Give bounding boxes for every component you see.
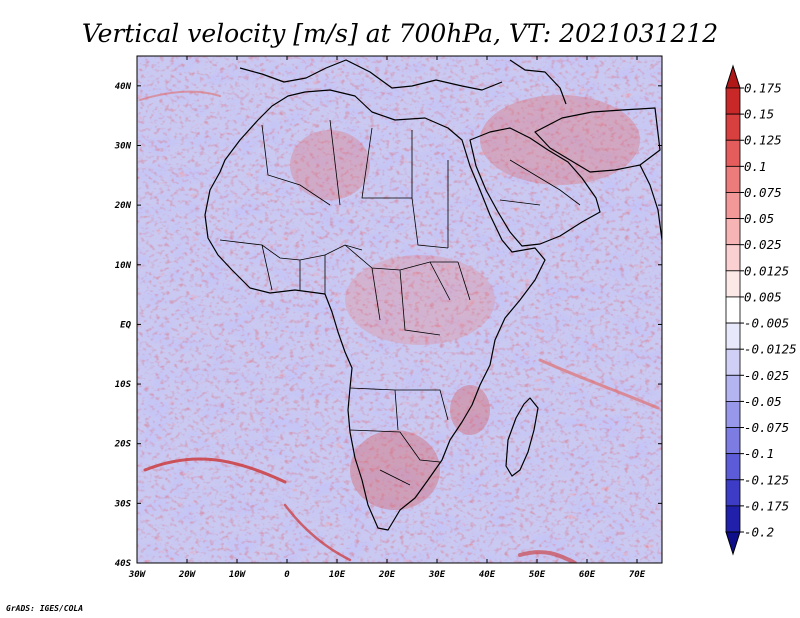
colorbar-level-label: -0.005 <box>744 316 789 331</box>
iran-coastline <box>534 107 661 173</box>
colorbar-swatch <box>725 113 741 141</box>
lon-axis: 30W 20W 10W 0 10E 20E 30E 40E 50E 60E 70E <box>128 56 646 580</box>
country-borders <box>219 119 581 486</box>
colorbar-swatch <box>725 322 741 350</box>
lat-tick-label: 40S <box>115 559 132 569</box>
madagascar-coastline <box>505 397 539 477</box>
colorbar-swatch <box>725 427 741 455</box>
colorbar-max-arrow <box>725 64 741 89</box>
lon-tick-label: 50E <box>529 570 546 580</box>
colorbar-swatch <box>725 87 741 115</box>
lat-axis: 40N 30N 20N 10N EQ 10S 20S 30S 40S <box>114 82 662 569</box>
colorbar-level-label: -0.0125 <box>744 342 797 357</box>
lon-tick-label: 40E <box>479 570 496 580</box>
india-coastline <box>639 164 662 241</box>
map-frame <box>136 55 663 564</box>
colorbar-swatch <box>725 139 741 167</box>
map-title: Vertical velocity [m/s] at 700hPa, VT: 2… <box>82 19 718 48</box>
colorbar-swatch <box>725 453 741 481</box>
frontal-band-south-atlantic <box>143 457 287 484</box>
colorbar-swatch <box>725 296 741 324</box>
frontal-band-north-atlantic <box>139 90 221 101</box>
field-texture-fine <box>137 56 662 563</box>
frontal-band-indian-ocean <box>538 358 660 410</box>
border-southern-africa <box>349 387 449 486</box>
colorbar-level-label: 0.175 <box>744 81 782 96</box>
colorbar-level-label: 0.025 <box>744 237 782 252</box>
colorbar-level-label: -0.075 <box>744 420 789 435</box>
lon-tick-label: 30W <box>128 570 147 580</box>
colorbar-level-label: 0.1 <box>744 159 767 174</box>
lat-tick-label: 20N <box>114 201 132 211</box>
lon-tick-label: 60E <box>579 570 596 580</box>
colorbar-swatch <box>725 401 741 428</box>
lon-tick-label: 0 <box>284 570 290 580</box>
frontal-band-southwest-corner <box>283 503 352 562</box>
black-caspian-shore <box>509 59 567 105</box>
colorbar-level-label: -0.125 <box>744 472 789 487</box>
lat-tick-label: 10S <box>115 380 132 390</box>
border-west-africa <box>219 239 363 295</box>
border-central-africa <box>344 244 471 336</box>
lon-tick-label: 10W <box>229 570 247 580</box>
colorbar-level-label: -0.2 <box>744 525 774 540</box>
lon-tick-label: 10E <box>329 570 346 580</box>
colorbar-swatch <box>725 374 741 402</box>
colorbar-swatch <box>725 192 741 219</box>
border-arabia <box>499 159 581 206</box>
colorbar-swatch <box>725 218 741 246</box>
lon-tick-label: 20E <box>378 570 396 580</box>
colorbar-level-label: -0.05 <box>744 394 782 409</box>
colorbar-swatch <box>725 348 741 376</box>
colorbar-swatch <box>725 505 741 533</box>
coastlines-borders <box>204 59 662 531</box>
mediterranean-north-shore <box>239 59 503 91</box>
lat-tick-label: 30N <box>114 141 132 151</box>
lat-tick-label: 30S <box>114 499 132 509</box>
ascent-bands <box>139 90 660 563</box>
lat-tick-label: 20S <box>114 440 132 450</box>
lon-tick-label: 70E <box>629 570 646 580</box>
colorbar-swatch <box>725 244 741 272</box>
lon-tick-label: 20W <box>178 570 197 580</box>
colorbar-level-label: -0.175 <box>744 498 789 513</box>
colorbar-swatch <box>725 165 741 193</box>
africa-coastline <box>204 89 546 531</box>
arabia-coastline <box>469 127 601 247</box>
colorbar-level-label: 0.075 <box>744 185 782 200</box>
colorbar-level-label: 0.125 <box>744 133 782 148</box>
colorbar-swatch <box>725 270 741 298</box>
colorbar: 0.175 0.15 0.125 0.1 0.075 0.05 0.025 0.0125 0.0… <box>725 64 797 556</box>
colorbar-level-label: 0.15 <box>744 107 774 122</box>
lat-tick-label: EQ <box>120 320 131 330</box>
colorbar-level-label: 0.05 <box>744 211 774 226</box>
colorbar-level-label: -0.025 <box>744 368 789 383</box>
colorbar-level-label: 0.005 <box>744 289 782 304</box>
colorbar-level-label: 0.0125 <box>744 263 789 278</box>
map-plot-area <box>137 56 662 563</box>
border-north-africa <box>261 119 449 249</box>
frontal-band-southeast-corner <box>518 550 577 563</box>
colorbar-min-arrow <box>725 531 741 556</box>
lat-tick-label: 10N <box>115 261 132 271</box>
grads-credit: GrADS: IGES/COLA <box>6 604 83 613</box>
colorbar-level-label: -0.1 <box>744 446 774 461</box>
lon-tick-label: 30E <box>428 570 446 580</box>
lat-tick-label: 40N <box>115 82 132 92</box>
colorbar-swatch <box>725 479 741 507</box>
